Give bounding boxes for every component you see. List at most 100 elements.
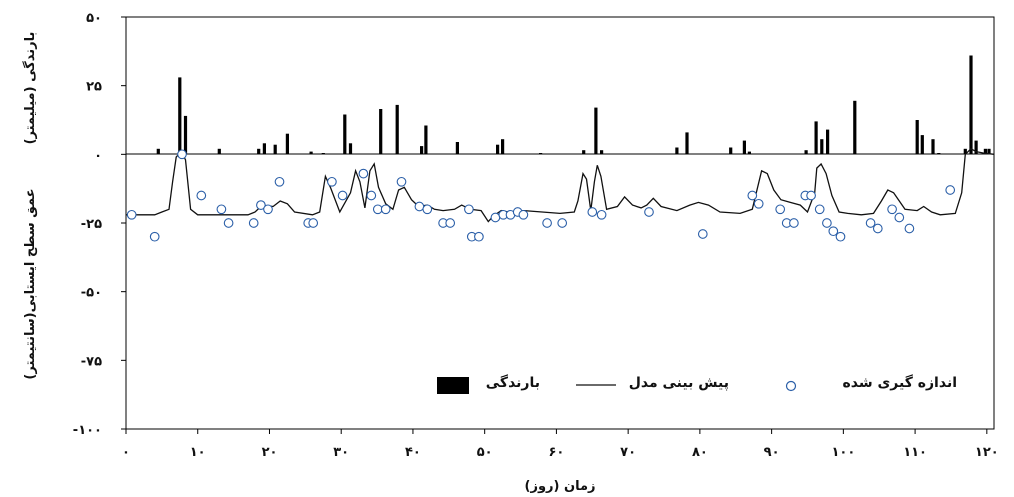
rainfall-bar [675, 147, 679, 155]
y-tick-label: -۵۰ [81, 286, 102, 301]
y-tick-label: -۷۵ [81, 354, 102, 369]
measured-point [327, 176, 337, 187]
measured-point [747, 190, 758, 201]
measured-point [445, 218, 456, 228]
rainfall-bar [273, 144, 277, 155]
y-tick-label: ۲۵ [86, 80, 102, 95]
measured-point [337, 190, 348, 201]
measured-point [587, 207, 598, 217]
rainfall-bar [974, 140, 978, 155]
x-tick-label: ۱۰۰ [831, 445, 855, 460]
rainfall-bar [814, 121, 818, 155]
rainfall-bar [420, 146, 424, 155]
x-tick-label: ۵۰ [477, 445, 493, 460]
measured-point [894, 212, 905, 223]
rainfall-bar [285, 133, 289, 155]
measured-point [596, 209, 607, 220]
rainfall-bar [729, 147, 733, 155]
x-tick-label: ۷۰ [620, 445, 636, 460]
measured-point [308, 218, 319, 228]
rainfall-bar [685, 132, 689, 155]
measured-point [542, 218, 552, 228]
measured-point [872, 223, 883, 234]
rainfall-bar [820, 139, 824, 155]
legend-label-model: پیش بینی مدل [629, 375, 729, 391]
rainfall-bar [348, 143, 353, 155]
legend: اندازه گیری شده پیش بینی مدل بارندگی [437, 374, 957, 394]
rainfall-bar [969, 55, 973, 155]
y-tick-label: ۵۰ [86, 11, 102, 26]
x-tick-label: ۳۰ [333, 445, 349, 460]
y-tick-label: ۰ [94, 148, 102, 163]
measured-point [474, 231, 484, 242]
measured-point [263, 204, 273, 215]
rainfall-bar [582, 150, 586, 155]
rainfall-bar [501, 139, 505, 155]
measured-point [177, 149, 187, 160]
rainfall-bar [987, 148, 991, 155]
legend-label-rainfall: بارندگی [486, 374, 540, 391]
rainfall-bar [804, 150, 808, 155]
rainfall-bar [178, 77, 182, 155]
rainfall-bar [379, 109, 383, 155]
legend-marker-measured [785, 380, 797, 392]
x-tick-label: ۶۰ [548, 445, 564, 460]
x-tick-label: ۰ [122, 445, 130, 460]
legend-label-measured: اندازه گیری شده [842, 374, 957, 391]
measured-point [697, 229, 708, 239]
y-tick-label: -۱۰۰ [73, 423, 102, 438]
rainfall-bar [983, 148, 987, 155]
tick-labels: ۰ ۱۰ ۲۰ ۳۰ ۴۰ ۵۰ ۶۰ ۷۰ ۸۰ ۹۰ ۱۰۰ ۱۱۰ ۱۲۰ ۵۰ ۲۵ ۰ -۲۵ -۵۰ -… [73, 11, 999, 460]
rainfall-bar [424, 125, 428, 155]
y-axis-title-top: بارندگی (میلیمتر) [22, 32, 38, 145]
rainfall-bar [156, 148, 160, 155]
rainfall-bar [600, 150, 604, 155]
measured-point [518, 209, 529, 220]
rainfall-bar [931, 139, 935, 155]
rainfall-bar [826, 129, 830, 155]
measured-point [248, 218, 259, 228]
x-tick-label: ۱۲۰ [975, 445, 999, 460]
y-axis-title-bottom: عمق سطح ایستابی(سانتیمتر) [23, 188, 38, 379]
measured-point [274, 176, 285, 187]
rainfall-bar [496, 144, 500, 155]
measured-point [828, 226, 839, 237]
rainfall-bar [853, 100, 857, 155]
measured-point [753, 198, 764, 209]
rainfall-bar [183, 115, 188, 155]
measured-point [557, 218, 568, 228]
measured-point [865, 218, 876, 228]
measured-point [490, 212, 501, 223]
measured-point [822, 218, 832, 228]
rainfall-bar [309, 151, 313, 155]
rainfall-bar [594, 107, 598, 155]
measured-point [775, 204, 786, 215]
measured-point [422, 204, 433, 215]
rainfall-series [156, 55, 991, 155]
measured-point [644, 207, 654, 217]
rainfall-bar [395, 104, 399, 155]
axis-ticks [121, 16, 988, 434]
measured-point [789, 218, 799, 228]
rainfall-bar [539, 153, 543, 155]
x-tick-label: ۲۰ [262, 445, 278, 460]
rainfall-bar [262, 143, 266, 155]
measured-point [396, 176, 407, 187]
measured-point [904, 223, 915, 234]
rainfall-bar [915, 120, 919, 155]
measured-point [835, 231, 846, 242]
x-tick-label: ۱۱۰ [903, 445, 927, 460]
y-tick-label: -۲۵ [81, 217, 102, 232]
rainfall-bar [747, 151, 751, 155]
rainfall-bar [455, 142, 459, 155]
measured-point [814, 204, 825, 215]
rainfall-bar [937, 153, 941, 155]
measured-point [126, 209, 137, 220]
measured-point [414, 201, 425, 212]
measured-point [366, 190, 377, 201]
rainfall-bar [257, 148, 261, 155]
rainfall-bar [321, 153, 325, 155]
measured-point [380, 204, 391, 215]
measured-point [196, 190, 207, 201]
